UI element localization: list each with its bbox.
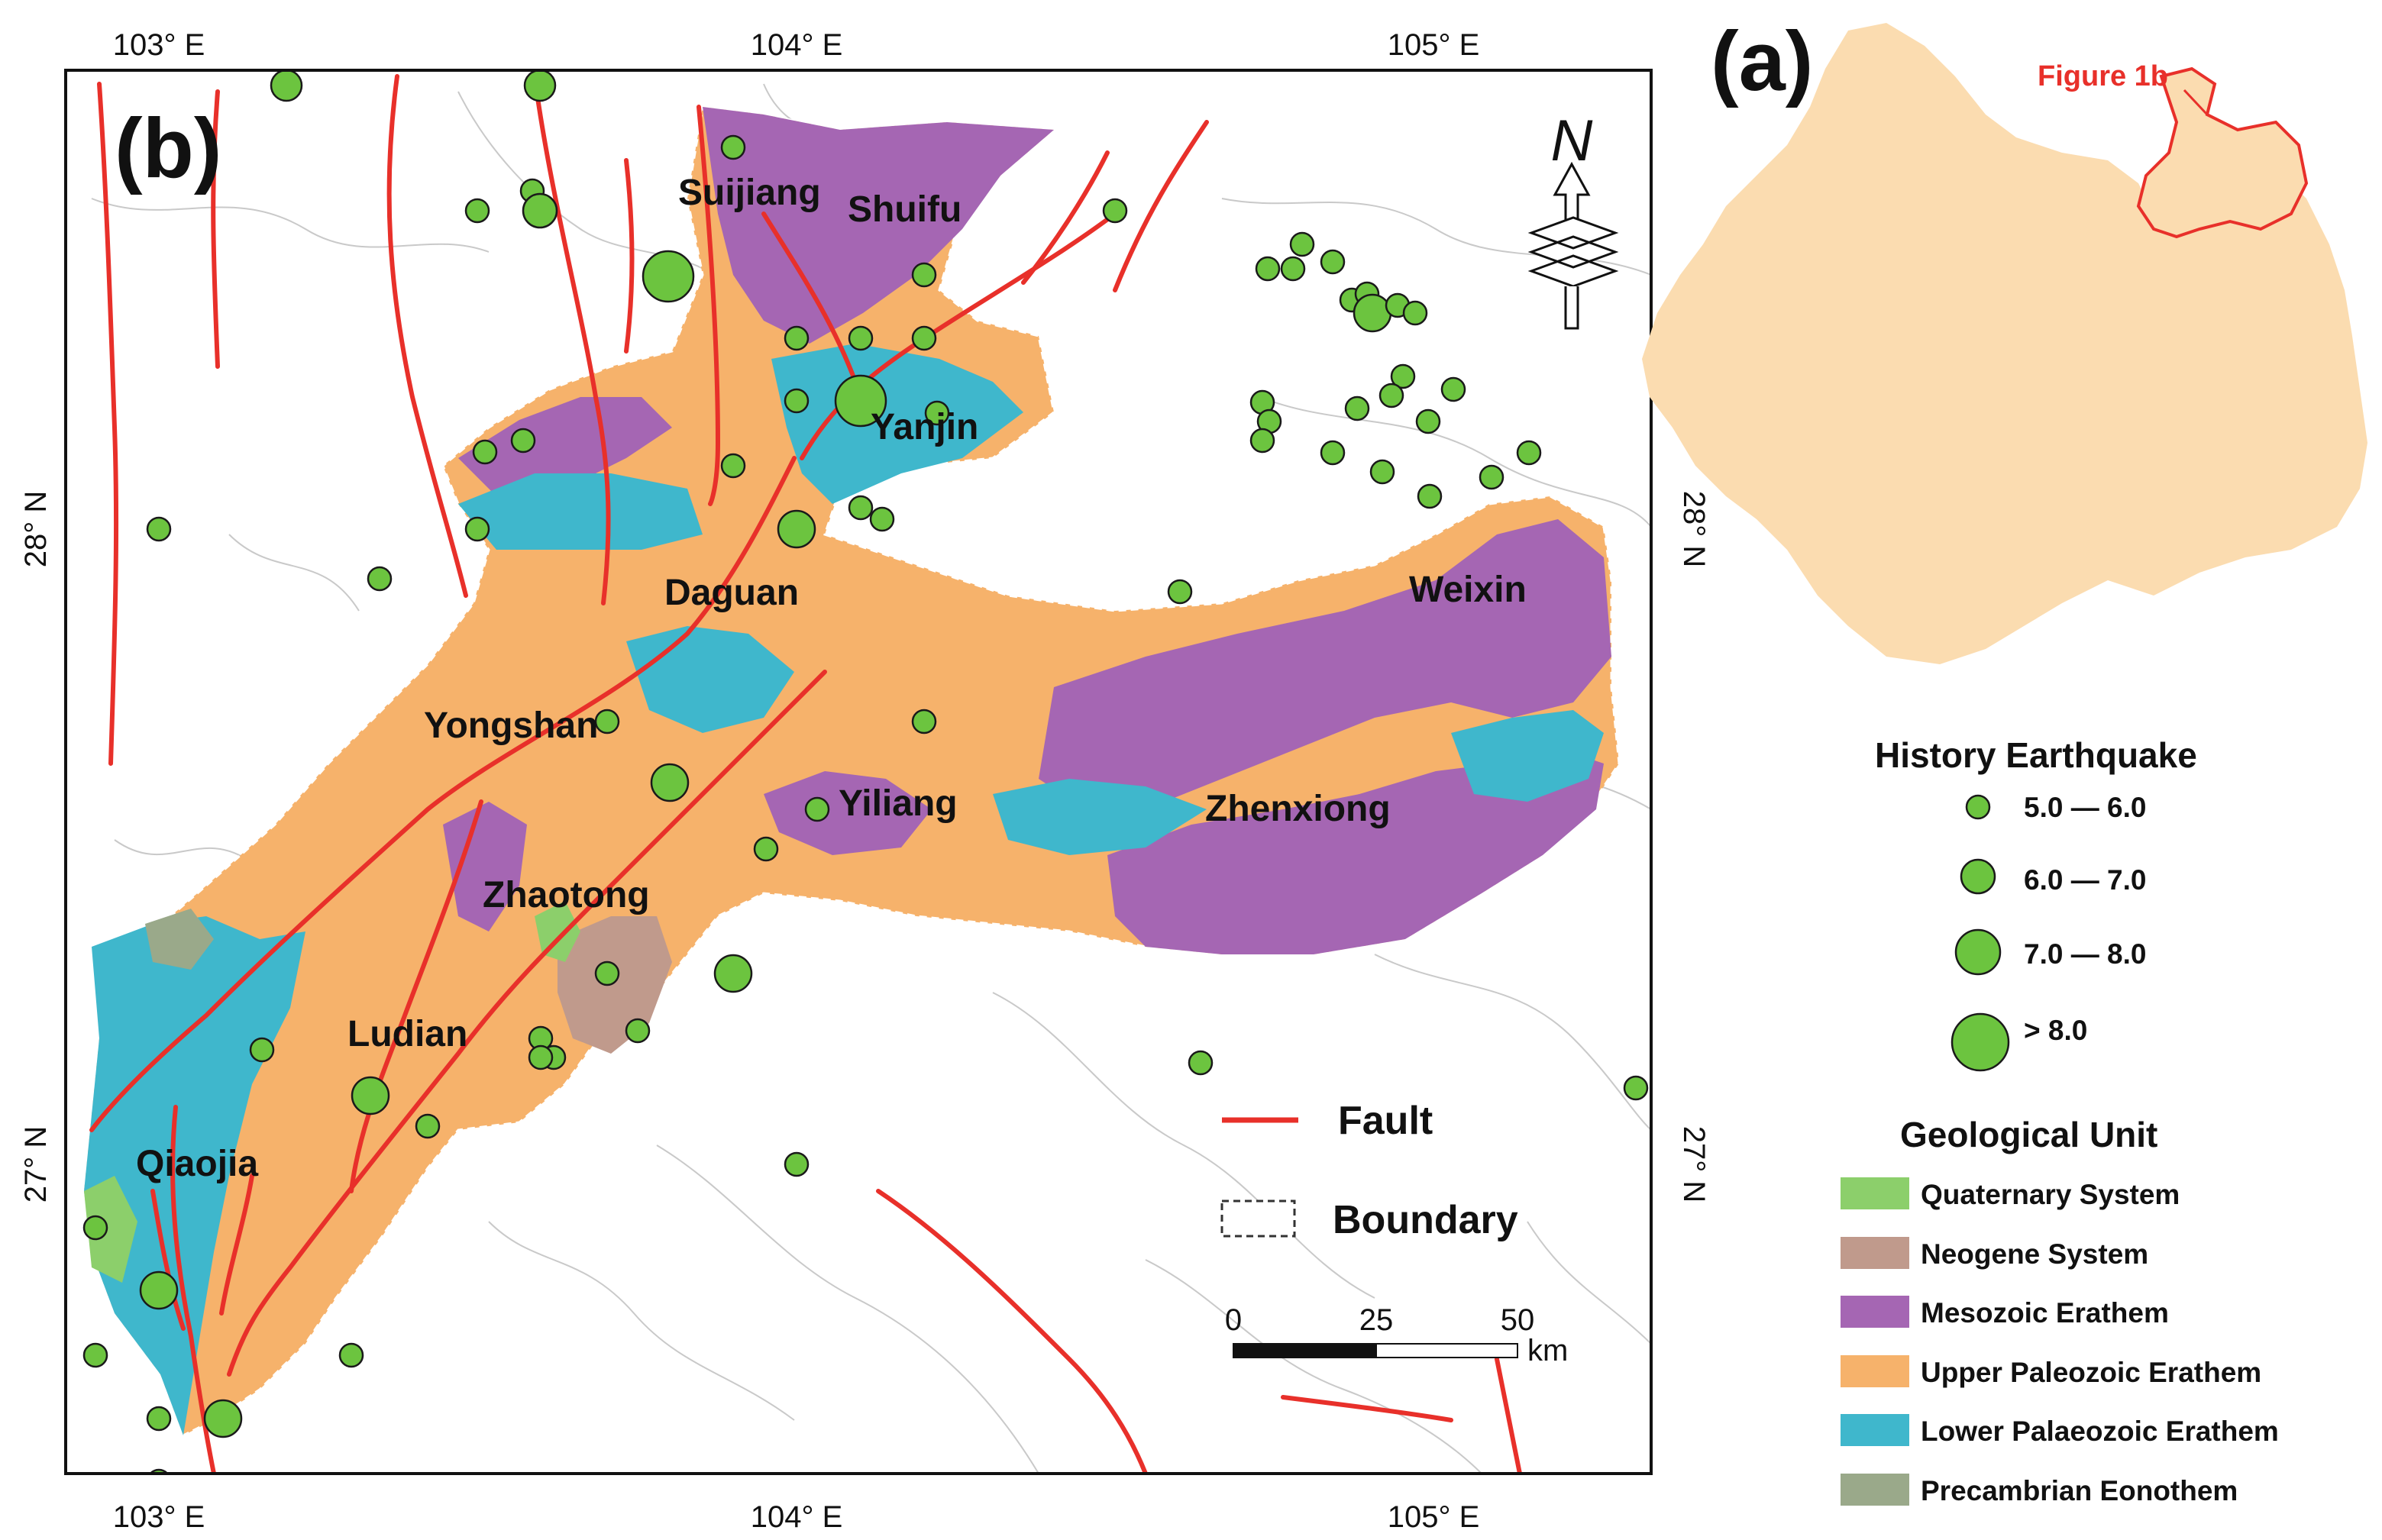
geology-unit-label: Upper Paleozoic Erathem bbox=[1921, 1357, 2261, 1388]
earthquake-legend-title: History Earthquake bbox=[1875, 735, 2197, 775]
main-map-panel: Suijiang Shuifu Yanjin Daguan Weixin Yon… bbox=[19, 28, 1711, 1534]
lower-paleozoic-east bbox=[993, 779, 1207, 855]
lower-paleozoic-north bbox=[771, 344, 1023, 504]
geology-swatch bbox=[1841, 1177, 1909, 1209]
scale-bar: 0 25 50 km bbox=[1225, 1303, 1568, 1367]
y-tick-label: 28° N bbox=[19, 491, 53, 568]
scale-unit: km bbox=[1527, 1334, 1568, 1367]
place-label: Daguan bbox=[664, 573, 799, 613]
geology-swatch bbox=[1841, 1296, 1909, 1328]
earthquake-class-label: 6.0 — 7.0 bbox=[2024, 864, 2146, 896]
place-label: Suijiang bbox=[678, 173, 821, 213]
north-arrow: N bbox=[1527, 108, 1619, 330]
earthquake-class-symbol bbox=[1954, 928, 2002, 976]
panel-b-label: (b) bbox=[115, 102, 221, 195]
neogene-zhaotong bbox=[558, 916, 672, 1054]
x-tick-label: 103° E bbox=[113, 1500, 205, 1534]
mesozoic-northwest bbox=[458, 397, 672, 504]
mesozoic-yiliang bbox=[764, 771, 932, 855]
precambrian-southwest bbox=[145, 909, 214, 970]
figure-1b-leader bbox=[2183, 89, 2209, 116]
geology-unit-label: Neogene System bbox=[1921, 1238, 2148, 1270]
map-legend: Fault Boundary bbox=[1220, 1099, 1518, 1242]
geology-legend-title: Geological Unit bbox=[1900, 1115, 2157, 1154]
geology-swatch bbox=[1841, 1414, 1909, 1446]
boundary-legend-symbol bbox=[1220, 1199, 1296, 1238]
earthquake-legend: History Earthquake 5.0 — 6.0 6.0 — 7.0 7… bbox=[1875, 735, 2197, 1072]
earthquake-class-symbol bbox=[1965, 794, 1991, 820]
locator-panel: (a) Figure 1b bbox=[1642, 15, 2367, 664]
mesozoic-ludian bbox=[443, 802, 527, 931]
x-tick-label: 105° E bbox=[1388, 28, 1480, 62]
earthquake-class-symbol bbox=[1951, 1012, 2010, 1072]
panel-a-label: (a) bbox=[1711, 15, 1813, 108]
boundary-legend-label: Boundary bbox=[1333, 1198, 1518, 1242]
scale-bar-white-segment bbox=[1375, 1343, 1518, 1358]
earthquake-class-label: 5.0 — 6.0 bbox=[2024, 792, 2146, 823]
earthquake-epicenters bbox=[82, 70, 1649, 1474]
place-labels: Suijiang Shuifu Yanjin Daguan Weixin Yon… bbox=[136, 173, 1527, 1184]
earthquake-class-symbol bbox=[1960, 858, 1996, 895]
place-label: Zhenxiong bbox=[1205, 789, 1391, 829]
scale-tick-label: 0 bbox=[1225, 1303, 1242, 1337]
mesozoic-north bbox=[703, 107, 1054, 344]
x-tick-label: 104° E bbox=[751, 1500, 843, 1534]
north-arrow-stem-icon bbox=[1564, 286, 1579, 330]
x-axis-ticks: 103° E 104° E 105° E 103° E 104° E 105° … bbox=[113, 28, 1480, 1534]
place-label: Qiaojia bbox=[136, 1144, 258, 1184]
place-label: Weixin bbox=[1409, 570, 1527, 610]
y-axis-ticks: 28° N 27° N 28° N 27° N bbox=[19, 491, 1711, 1203]
place-label: Ludian bbox=[347, 1014, 467, 1054]
lower-paleozoic-northwest bbox=[458, 473, 703, 550]
yunnan-province-shape bbox=[1642, 23, 2367, 664]
earthquake-class-label: > 8.0 bbox=[2024, 1015, 2087, 1046]
study-area-geology bbox=[82, 105, 1621, 1438]
geology-unit-label: Precambrian Eonothem bbox=[1921, 1475, 2238, 1506]
place-label: Yongshan bbox=[424, 705, 598, 746]
scale-tick-label: 50 bbox=[1501, 1303, 1535, 1337]
geology-unit-label: Quaternary System bbox=[1921, 1179, 2180, 1210]
scale-tick-label: 25 bbox=[1359, 1303, 1394, 1337]
mesozoic-east bbox=[1039, 519, 1611, 809]
geology-swatch bbox=[1841, 1474, 1909, 1506]
lower-paleozoic-southwest bbox=[84, 916, 305, 1435]
geology-legend: Geological Unit Quaternary System Neogen… bbox=[1841, 1115, 2279, 1506]
quaternary-zhaotong bbox=[535, 901, 580, 962]
map-frame-border bbox=[64, 69, 1653, 1475]
mesozoic-zhenxiong bbox=[1107, 748, 1604, 954]
figure-1b-outline bbox=[2136, 66, 2309, 239]
fault-legend-label: Fault bbox=[1338, 1099, 1433, 1143]
place-label: Shuifu bbox=[848, 189, 962, 230]
place-label: Zhaotong bbox=[483, 875, 650, 915]
scale-bar-black-segment bbox=[1233, 1343, 1377, 1358]
y-tick-label: 27° N bbox=[1677, 1126, 1711, 1203]
place-label: Yanjin bbox=[871, 407, 978, 447]
layers-icon bbox=[1527, 216, 1619, 288]
geology-swatch bbox=[1841, 1237, 1909, 1269]
x-tick-label: 105° E bbox=[1388, 1500, 1480, 1534]
upper-paleozoic-base bbox=[82, 105, 1621, 1438]
y-tick-label: 27° N bbox=[19, 1126, 53, 1203]
lower-paleozoic-east-2 bbox=[1451, 710, 1604, 802]
geology-unit-label: Lower Palaeozoic Erathem bbox=[1921, 1416, 2279, 1447]
quaternary-qiaojia bbox=[84, 1176, 137, 1283]
geology-swatch bbox=[1841, 1355, 1909, 1387]
geology-unit-label: Mesozoic Erathem bbox=[1921, 1297, 2169, 1329]
figure-1b-label: Figure 1b bbox=[2038, 60, 2168, 92]
y-tick-label: 28° N bbox=[1677, 491, 1711, 568]
earthquake-class-label: 7.0 — 8.0 bbox=[2024, 938, 2146, 970]
place-label: Yiliang bbox=[839, 783, 958, 824]
x-tick-label: 103° E bbox=[113, 28, 205, 62]
x-tick-label: 104° E bbox=[751, 28, 843, 62]
